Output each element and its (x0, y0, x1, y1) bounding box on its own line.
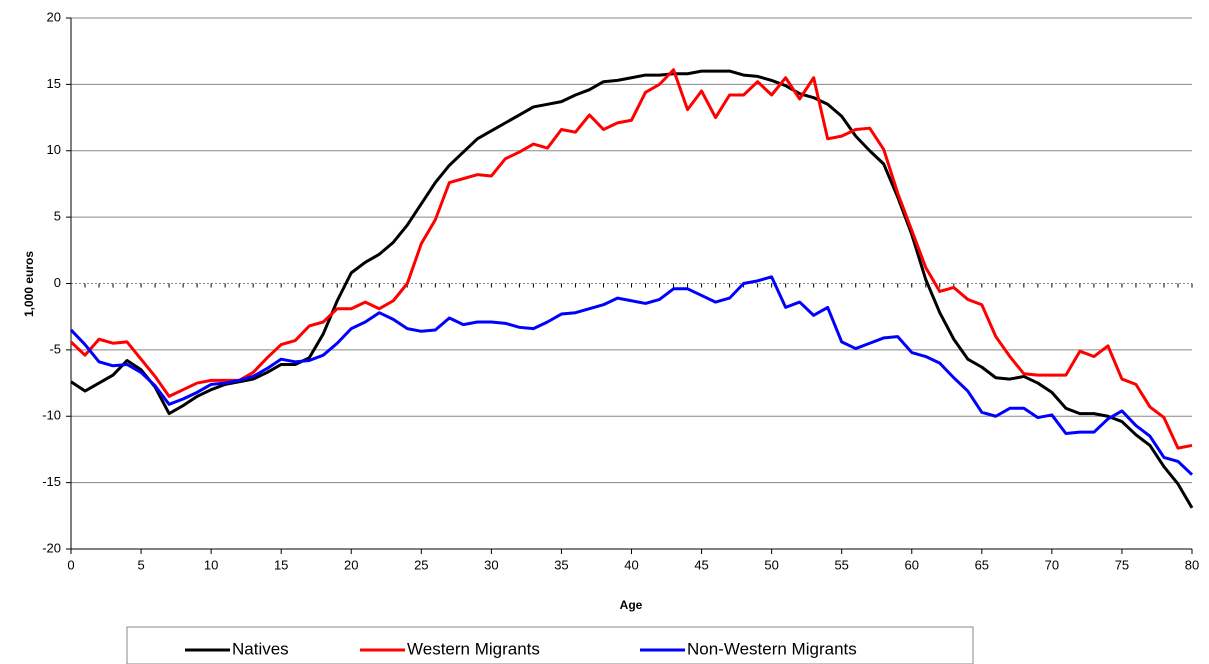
y-tick-label: -20 (42, 540, 61, 555)
series-line (69, 68, 1193, 450)
legend-label: Western Migrants (407, 639, 540, 658)
x-tick-label: 65 (975, 557, 989, 572)
y-tick-label: 10 (47, 142, 61, 157)
y-tick-label: -15 (42, 474, 61, 489)
x-tick-label: 5 (137, 557, 144, 572)
x-tick-label: 80 (1185, 557, 1199, 572)
x-tick-label: 0 (67, 557, 74, 572)
y-tick-label: -5 (49, 341, 61, 356)
y-tick-label: 5 (54, 209, 61, 224)
series-line (70, 69, 1194, 509)
y-tick-label: 0 (54, 275, 61, 290)
x-tick-label: 40 (624, 557, 638, 572)
legend-label: Natives (232, 639, 289, 658)
series-line (69, 275, 1194, 476)
x-tick-label: 60 (905, 557, 919, 572)
y-axis-label: 1,000 euros (22, 251, 36, 317)
x-axis-label: Age (620, 598, 643, 612)
y-tick-label: 20 (47, 9, 61, 24)
legend-label: Non-Western Migrants (687, 639, 857, 658)
x-tick-label: 10 (204, 557, 218, 572)
x-tick-label: 25 (414, 557, 428, 572)
x-tick-label: 35 (554, 557, 568, 572)
x-tick-label: 15 (274, 557, 288, 572)
legend-box (126, 626, 974, 664)
x-tick-label: 30 (484, 557, 498, 572)
x-tick-label: 70 (1045, 557, 1059, 572)
y-tick-label: 15 (47, 76, 61, 91)
x-tick-label: 50 (764, 557, 778, 572)
x-tick-label: 20 (344, 557, 358, 572)
x-tick-label: 75 (1115, 557, 1129, 572)
y-tick-label: -10 (42, 408, 61, 423)
x-tick-label: 55 (834, 557, 848, 572)
x-tick-label: 45 (694, 557, 708, 572)
